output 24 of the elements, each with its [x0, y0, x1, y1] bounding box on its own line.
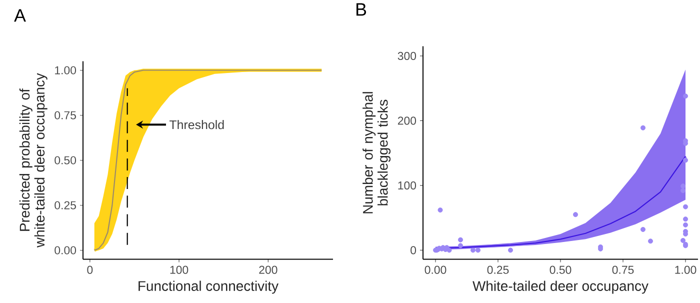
y-axis-title: Number of nymphal blacklegged ticks — [362, 92, 391, 214]
x-tick-label: 0.25 — [487, 266, 509, 274]
y-tick-label: 100 — [398, 181, 416, 190]
y-tick-label: 0.00 — [54, 246, 76, 254]
x-tick-label: 1.00 — [675, 266, 696, 274]
x-tick-label: 0.50 — [550, 266, 572, 274]
y-tick-label: 200 — [398, 116, 416, 125]
y-tick-label: 1.00 — [55, 66, 76, 74]
y-tick-label: 0.50 — [54, 156, 76, 164]
x-axis-title: White-tailed deer occupancy — [472, 280, 648, 294]
x-axis-title: Functional connectivity — [138, 280, 278, 294]
chart-title: B — [356, 3, 366, 16]
x-tick-label: 100 — [170, 266, 188, 274]
chart-title: A — [14, 9, 26, 22]
x-tick-label: 0.00 — [424, 266, 446, 274]
y-axis-title: Predicted probability of white-tailed deer occupancy — [19, 72, 48, 248]
y-tick-label: 0.25 — [54, 201, 76, 210]
x-tick-label: 0 — [87, 266, 93, 274]
y-tick-label: 0 — [410, 246, 416, 254]
y-tick-label: 0.75 — [54, 111, 76, 120]
annotation: Threshold — [169, 120, 224, 130]
x-tick-label: 0.75 — [612, 266, 634, 274]
x-tick-label: 200 — [259, 266, 278, 274]
y-tick-label: 300 — [398, 52, 416, 60]
